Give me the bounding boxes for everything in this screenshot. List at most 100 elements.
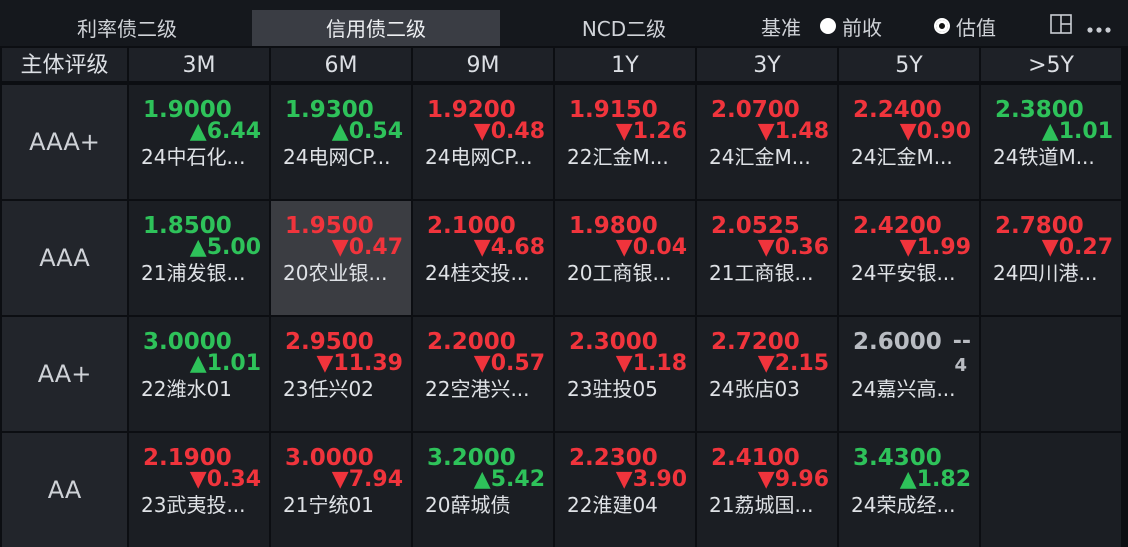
benchmark-option-prev-close[interactable]: 前收 (820, 10, 882, 46)
header-term[interactable]: >5Y (981, 48, 1121, 81)
tab-ncd[interactable]: NCD二级 (581, 17, 667, 41)
yield-cell[interactable]: 2.4100 ▼9.96 21荔城国... (697, 433, 837, 547)
bond-name: 24中石化... (141, 145, 246, 169)
change-value: ▲0.54 (331, 119, 403, 144)
change-value: ▼1.99 (899, 235, 971, 260)
change-value: ▼9.96 (757, 467, 829, 492)
benchmark-option-label: 前收 (842, 16, 882, 40)
change-value: ▼0.90 (899, 119, 971, 144)
benchmark-label: 基准 (761, 16, 801, 40)
yield-value: 2.4200 (853, 213, 942, 239)
change-extra: 4 (954, 355, 967, 376)
yield-cell[interactable]: 2.1000 ▼4.68 24桂交投... (413, 201, 553, 315)
bond-name: 24电网CP... (425, 145, 533, 169)
change-value: ▼11.39 (316, 351, 403, 376)
layout-icon[interactable] (1048, 14, 1074, 40)
bond-name: 24桂交投... (425, 261, 530, 285)
yield-cell[interactable]: 2.7200 ▼2.15 24张店03 (697, 317, 837, 431)
yield-cell[interactable]: 2.2400 ▼0.90 24汇金M... (839, 85, 979, 199)
yield-value: 1.9000 (143, 97, 232, 123)
yield-cell[interactable]: 3.2000 ▲5.42 20薛城债 (413, 433, 553, 547)
change-value: ▼0.48 (473, 119, 545, 144)
rating-label: AAA (2, 201, 127, 315)
header-term[interactable]: 9M (413, 48, 553, 81)
radio-icon (820, 18, 836, 34)
yield-value: 3.4300 (853, 445, 942, 471)
top-bar: 利率债二级 信用债二级 NCD二级 基准 前收 估值 (0, 0, 1128, 46)
change-value: ▼0.04 (615, 235, 687, 260)
bond-name: 24荣成经... (851, 493, 956, 517)
yield-cell[interactable]: 1.9800 ▼0.04 20工商银... (555, 201, 695, 315)
header-term[interactable]: 3M (129, 48, 269, 81)
yield-cell[interactable]: 2.9500 ▼11.39 23任兴02 (271, 317, 411, 431)
change-value: ▲5.00 (189, 235, 261, 260)
change-value: ▼2.15 (757, 351, 829, 376)
change-value: ▲1.01 (1041, 119, 1113, 144)
yield-cell[interactable]: 1.9000 ▲6.44 24中石化... (129, 85, 269, 199)
radio-selected-icon (934, 18, 950, 34)
empty-cell (981, 433, 1121, 547)
yield-value: 2.9500 (285, 329, 374, 355)
yield-cell[interactable]: 1.9200 ▼0.48 24电网CP... (413, 85, 553, 199)
yield-cell[interactable]: 2.2300 ▼3.90 22淮建04 (555, 433, 695, 547)
yield-value: 3.2000 (427, 445, 516, 471)
more-icon[interactable] (1084, 14, 1114, 40)
yield-cell[interactable]: 2.7800 ▼0.27 24四川港... (981, 201, 1121, 315)
yield-value: 2.7800 (995, 213, 1084, 239)
change-value: ▲1.01 (189, 351, 261, 376)
change-value: ▼1.48 (757, 119, 829, 144)
header-rating: 主体评级 (2, 48, 127, 81)
header-term[interactable]: 3Y (697, 48, 837, 81)
tab-credit-bond[interactable]: 信用债二级 (252, 10, 500, 46)
yield-cell[interactable]: 2.6000 -- 4 24嘉兴高... (839, 317, 979, 431)
empty-cell (981, 317, 1121, 431)
bond-name: 22淮建04 (567, 493, 658, 517)
bond-name: 22汇金M... (567, 145, 669, 169)
yield-cell[interactable]: 2.0700 ▼1.48 24汇金M... (697, 85, 837, 199)
yield-cell[interactable]: 1.9500 ▼0.47 20农业银... (271, 201, 411, 315)
change-value: ▲6.44 (189, 119, 261, 144)
yield-cell[interactable]: 2.2000 ▼0.57 22空港兴... (413, 317, 553, 431)
change-value: ▼7.94 (331, 467, 403, 492)
yield-cell[interactable]: 2.4200 ▼1.99 24平安银... (839, 201, 979, 315)
bond-name: 21宁统01 (283, 493, 374, 517)
yield-cell[interactable]: 2.3800 ▲1.01 24铁道M... (981, 85, 1121, 199)
change-value: ▲1.82 (899, 467, 971, 492)
benchmark-option-valuation[interactable]: 估值 (934, 10, 996, 46)
yield-cell[interactable]: 3.0000 ▼7.94 21宁统01 (271, 433, 411, 547)
header-term[interactable]: 6M (271, 48, 411, 81)
bond-name: 22潍水01 (141, 377, 232, 401)
yield-value: 1.8500 (143, 213, 232, 239)
change-value: ▼1.26 (615, 119, 687, 144)
change-value: ▼0.47 (331, 235, 403, 260)
yield-cell[interactable]: 2.1900 ▼0.34 23武夷投... (129, 433, 269, 547)
change-value: -- (952, 329, 971, 354)
yield-cell[interactable]: 2.3000 ▼1.18 23驻投05 (555, 317, 695, 431)
yield-cell[interactable]: 1.9300 ▲0.54 24电网CP... (271, 85, 411, 199)
yield-cell[interactable]: 2.0525 ▼0.36 21工商银... (697, 201, 837, 315)
bond-name: 24嘉兴高... (851, 377, 956, 401)
change-value: ▼3.90 (615, 467, 687, 492)
tab-rate-bond[interactable]: 利率债二级 (77, 17, 177, 41)
yield-value: 2.0700 (711, 97, 800, 123)
change-value: ▼0.36 (757, 235, 829, 260)
yield-cell[interactable]: 1.9150 ▼1.26 22汇金M... (555, 85, 695, 199)
yield-value: 3.0000 (143, 329, 232, 355)
yield-cell[interactable]: 1.8500 ▲5.00 21浦发银... (129, 201, 269, 315)
bond-name: 24四川港... (993, 261, 1098, 285)
yield-value: 1.9500 (285, 213, 374, 239)
change-value: ▲5.42 (473, 467, 545, 492)
bond-name: 23驻投05 (567, 377, 658, 401)
bond-name: 21工商银... (709, 261, 814, 285)
bond-name: 23任兴02 (283, 377, 374, 401)
yield-cell[interactable]: 3.0000 ▲1.01 22潍水01 (129, 317, 269, 431)
header-term[interactable]: 5Y (839, 48, 979, 81)
yield-value: 1.9200 (427, 97, 516, 123)
bond-name: 21浦发银... (141, 261, 246, 285)
yield-value: 2.2400 (853, 97, 942, 123)
header-term[interactable]: 1Y (555, 48, 695, 81)
bond-name: 20农业银... (283, 261, 388, 285)
yield-cell[interactable]: 3.4300 ▲1.82 24荣成经... (839, 433, 979, 547)
yield-value: 2.4100 (711, 445, 800, 471)
yield-value: 1.9150 (569, 97, 658, 123)
